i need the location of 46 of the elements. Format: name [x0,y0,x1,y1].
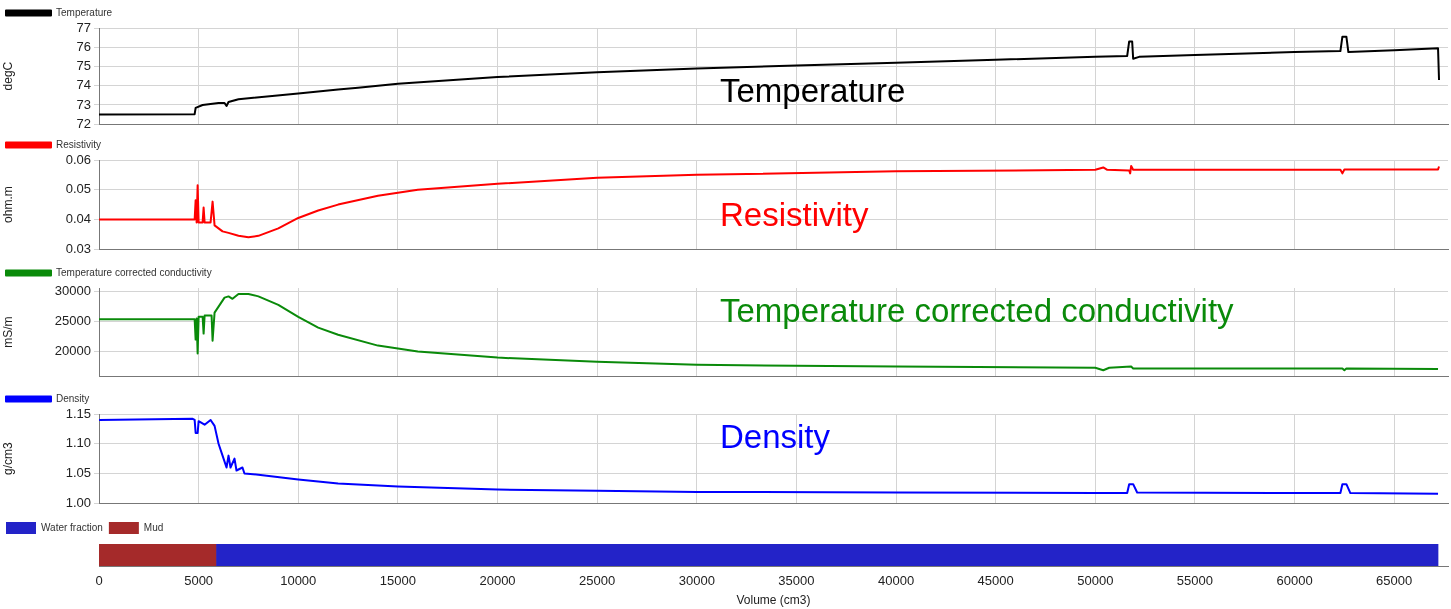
y-tick-label: 72 [76,115,91,131]
x-tick-label: 0 [95,573,103,589]
y-tick-label: 1.10 [65,435,91,451]
y-tick-label: 0.04 [65,211,91,227]
y-tick-label: 0.06 [65,151,91,167]
y-tick-label: 25000 [54,313,91,329]
y-axis-title: mS/m [0,316,15,348]
y-tick-label: 0.05 [65,181,91,197]
annotation: Density [720,418,831,456]
x-tick-label: 55000 [1176,573,1214,589]
annotation: Temperature corrected conductivity [720,291,1235,329]
y-tick-label: 1.15 [65,405,91,421]
x-tick-label: 10000 [280,573,317,589]
legend-label: Density [56,392,90,404]
legend-label: Resistivity [56,138,102,150]
x-tick-label: 40000 [877,573,915,589]
x-tick-label: 5000 [184,573,214,589]
y-tick-label: 30000 [54,283,91,299]
y-tick-label: 1.00 [65,494,91,510]
x-tick-label: 20000 [479,573,516,589]
x-tick-label: 65000 [1376,573,1413,589]
y-axis-title: ohm.m [0,186,15,223]
x-tick-label: 60000 [1276,573,1313,589]
x-tick-label: 25000 [579,573,616,589]
y-tick-label: 77 [76,19,91,35]
y-tick-label: 76 [76,38,91,54]
y-tick-label: 20000 [54,343,91,359]
legend-label: Temperature corrected conductivity [56,266,212,278]
y-axis-title: g/cm3 [0,441,15,475]
y-axis-title: degC [0,61,15,91]
legend-label: Temperature [56,6,113,18]
y-tick-label: 73 [76,96,91,112]
y-tick-label: 1.05 [65,465,91,481]
y-tick-label: 74 [76,77,91,93]
x-tick-label: 35000 [778,573,815,589]
x-tick-label: 45000 [977,573,1014,589]
x-tick-label: 15000 [379,573,416,589]
y-tick-label: 0.03 [65,240,91,256]
legend-label: Water fraction [41,521,103,533]
x-axis-title: Volume (cm3) [736,593,811,608]
x-tick-label: 30000 [678,573,715,589]
legend-label: Mud [143,521,164,533]
y-tick-label: 75 [76,58,91,74]
x-tick-label: 50000 [1077,573,1114,589]
annotation: Temperature [720,71,906,109]
annotation: Resistivity [720,196,870,234]
